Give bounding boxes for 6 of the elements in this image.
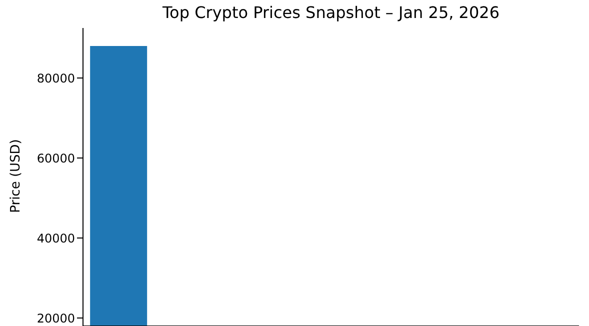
y-tick-label: 80000	[36, 71, 75, 86]
y-axis-title: Price (USD)	[8, 139, 24, 213]
y-tick-label: 40000	[36, 231, 75, 246]
y-tick-label: 60000	[36, 151, 75, 166]
chart-title: Top Crypto Prices Snapshot – Jan 25, 2026	[161, 3, 501, 22]
y-tick-label: 20000	[36, 311, 75, 326]
